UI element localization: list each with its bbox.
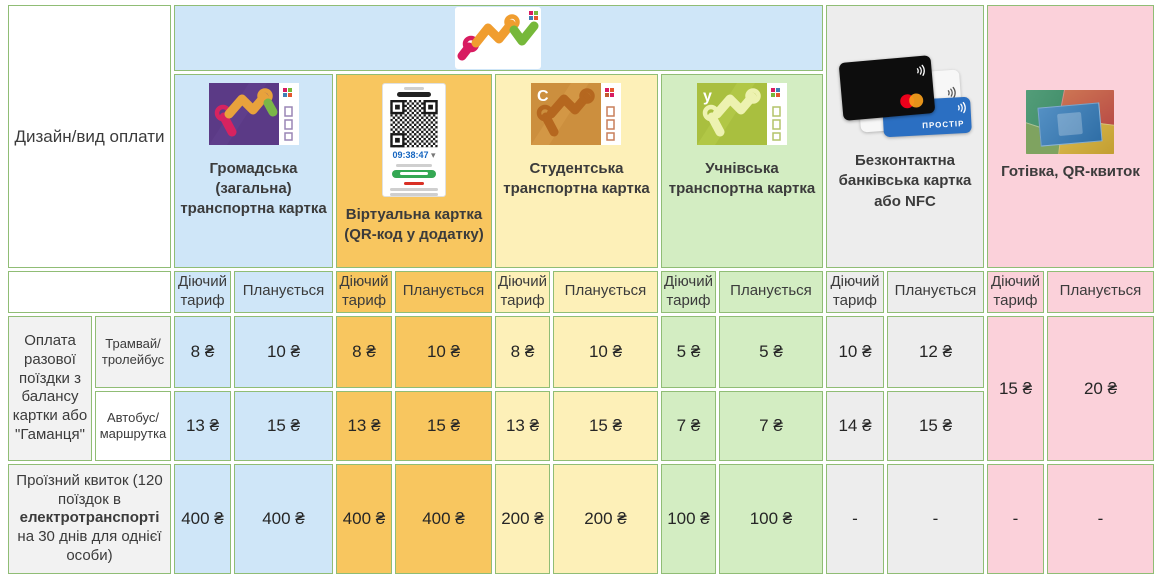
fare-cell: - <box>886 463 984 574</box>
transport-logo-icon <box>455 7 542 69</box>
student-column-title: Студентська транспортна картка <box>503 159 650 197</box>
pupil-card-image: у <box>696 82 787 151</box>
column-header-student: С Студентська транспортна картка <box>495 73 658 268</box>
fare-cell-cash-planned: 20 ₴ <box>1046 315 1154 461</box>
subheader-current-public: Діючий тариф <box>174 270 231 313</box>
subheader-current-bank: Діючий тариф <box>825 270 884 313</box>
fare-cell: 200 ₴ <box>495 463 550 574</box>
fare-cell: 100 ₴ <box>718 463 823 574</box>
bus-row-label: Автобус/ маршрутка <box>95 390 171 461</box>
mastercard-icon <box>899 92 927 110</box>
fare-cell: 13 ₴ <box>336 390 392 461</box>
public-column-title: Громадська (загальна) транспортна картка <box>180 159 327 218</box>
brand-banner <box>174 5 823 71</box>
subheader-planned-pupil: Планується <box>718 270 823 313</box>
public-card-image <box>208 82 299 151</box>
cash-money-image <box>1026 90 1115 155</box>
fare-cell: 5 ₴ <box>660 315 716 388</box>
fare-cell: 15 ₴ <box>552 390 658 461</box>
fare-cell: 8 ₴ <box>495 315 550 388</box>
prostir-card-icon: ПРОСТІР <box>882 96 972 138</box>
chevron-down-icon: ▾ <box>431 149 436 160</box>
fare-cell: 8 ₴ <box>174 315 231 388</box>
cash-column-title: Готівка, QR-квиток <box>1001 163 1140 181</box>
fare-cell-cash-current: 15 ₴ <box>986 315 1044 461</box>
pupil-column-title: Учнівська транспортна картка <box>668 159 816 197</box>
single-trip-row-label: Оплата разової поїздки з балансу картки … <box>8 315 92 461</box>
student-card-image: С <box>531 82 622 151</box>
fare-cell: 200 ₴ <box>552 463 658 574</box>
fare-cell: 400 ₴ <box>234 463 333 574</box>
fare-cell: 400 ₴ <box>174 463 231 574</box>
phone-time: 09:38:47 <box>392 149 429 160</box>
column-header-cash: Готівка, QR-квиток <box>986 5 1154 268</box>
design-type-header: Дизайн/вид оплати <box>8 5 171 268</box>
subheader-empty-cell <box>8 270 171 313</box>
fare-cell: 15 ₴ <box>395 390 492 461</box>
pass-row-label: Проїзний квиток (120 поїздок в електротр… <box>8 463 171 574</box>
fare-cell: 5 ₴ <box>718 315 823 388</box>
fare-cell: 14 ₴ <box>825 390 884 461</box>
fare-cell: 15 ₴ <box>234 390 333 461</box>
fare-cell: 15 ₴ <box>886 390 984 461</box>
fare-cell: 7 ₴ <box>660 390 716 461</box>
fare-cell: 400 ₴ <box>395 463 492 574</box>
pupil-card-letter: у <box>703 88 712 105</box>
column-header-public: Громадська (загальна) транспортна картка <box>174 73 333 268</box>
virtual-column-title: Віртуальна картка (QR-код у додатку) <box>344 205 484 243</box>
qr-phone-image: 09:38:47 ▾ <box>382 82 446 197</box>
fare-cell: - <box>986 463 1044 574</box>
phone-warning-text-bar <box>404 182 424 186</box>
subheader-current-virtual: Діючий тариф <box>336 270 392 313</box>
design-type-label: Дизайн/вид оплати <box>14 126 165 146</box>
prostir-logo: ПРОСТІР <box>921 119 965 131</box>
fare-cell: 400 ₴ <box>336 463 392 574</box>
column-header-pupil: у Учнівська транспортна картка <box>660 73 823 268</box>
fare-cell: 10 ₴ <box>552 315 658 388</box>
fare-cell: 10 ₴ <box>825 315 884 388</box>
subheader-current-student: Діючий тариф <box>495 270 550 313</box>
fare-cell: 13 ₴ <box>174 390 231 461</box>
fare-cell: 10 ₴ <box>234 315 333 388</box>
fare-cell: - <box>1046 463 1154 574</box>
subheader-current-cash: Діючий тариф <box>986 270 1044 313</box>
subheader-planned-cash: Планується <box>1046 270 1154 313</box>
fare-cell: - <box>825 463 884 574</box>
mastercard-card-icon <box>838 55 936 121</box>
fare-cell: 10 ₴ <box>395 315 492 388</box>
subheader-planned-student: Планується <box>552 270 658 313</box>
column-header-virtual: 09:38:47 ▾ Віртуальна картка (QR-код у д… <box>336 73 492 268</box>
subheader-current-pupil: Діючий тариф <box>660 270 716 313</box>
column-header-bank: VISA ПРОСТІР Безконтактна банківська кар… <box>825 5 984 268</box>
bank-cards-image: VISA ПРОСТІР <box>838 55 972 143</box>
subheader-planned-public: Планується <box>234 270 333 313</box>
bank-column-title: Безконтактна банківська картка або NFC <box>838 152 972 210</box>
fare-cell: 13 ₴ <box>495 390 550 461</box>
tram-row-label: Трамвай/ тролейбус <box>95 315 171 388</box>
qr-code-icon <box>390 100 438 148</box>
subheader-planned-virtual: Планується <box>395 270 492 313</box>
student-card-letter: С <box>537 88 549 105</box>
fare-cell: 12 ₴ <box>886 315 984 388</box>
fare-table: Дизайн/вид оплати <box>5 2 1157 577</box>
subheader-planned-bank: Планується <box>886 270 984 313</box>
fare-cell: 8 ₴ <box>336 315 392 388</box>
fare-cell: 7 ₴ <box>718 390 823 461</box>
fare-cell: 100 ₴ <box>660 463 716 574</box>
phone-green-button <box>392 169 436 179</box>
